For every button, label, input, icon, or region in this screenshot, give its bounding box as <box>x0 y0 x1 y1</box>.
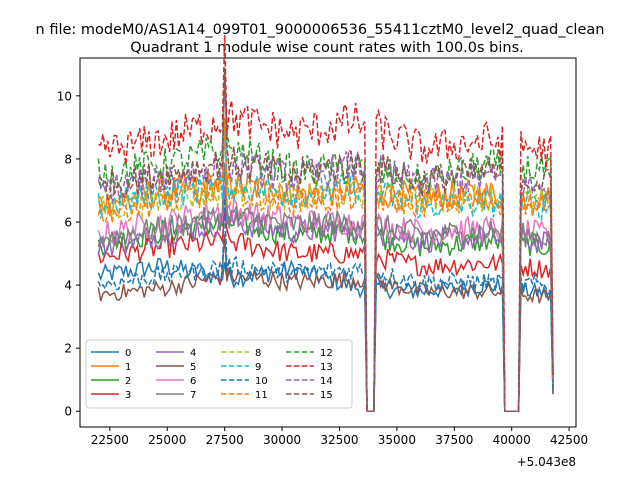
y-tick-label: 6 <box>64 216 72 230</box>
legend-label-2: 2 <box>125 376 131 387</box>
series-line-7 <box>97 163 554 412</box>
legend-label-0: 0 <box>125 348 131 359</box>
series-line-0 <box>97 257 554 412</box>
plot-area: 22500 25000 27500 30000 32500 35000 37500 40000… <box>57 34 588 469</box>
legend-label-13: 13 <box>320 362 333 373</box>
x-tick-label: 25000 <box>148 433 186 447</box>
y-axis-ticks: 0 2 4 6 8 10 <box>57 89 80 419</box>
legend-label-15: 15 <box>320 390 333 401</box>
legend-label-3: 3 <box>125 390 131 401</box>
y-tick-label: 0 <box>64 405 72 419</box>
series-line-14 <box>97 76 554 412</box>
legend-label-14: 14 <box>320 376 333 387</box>
x-tick-label: 32500 <box>320 433 358 447</box>
y-tick-label: 10 <box>57 89 72 103</box>
x-tick-label: 37500 <box>435 433 473 447</box>
legend-label-11: 11 <box>255 390 268 401</box>
axes-frame <box>79 57 577 428</box>
series-line-4 <box>97 185 554 412</box>
series-line-15 <box>98 68 554 412</box>
legend-label-5: 5 <box>190 362 196 373</box>
series-line-5 <box>97 234 554 412</box>
legend-label-1: 1 <box>125 362 131 373</box>
series-line-12 <box>97 71 554 412</box>
series-line-11 <box>97 117 554 412</box>
x-tick-label: 40000 <box>493 433 531 447</box>
series-line-10 <box>97 198 554 412</box>
suptitle: n file: modeM0/AS1A14_099T01_9000006536_… <box>36 22 605 38</box>
y-tick-label: 8 <box>64 152 72 166</box>
series-line-2 <box>97 196 554 412</box>
legend-label-9: 9 <box>255 362 261 373</box>
legend-label-6: 6 <box>190 376 196 387</box>
x-axis-ticks: 22500 25000 27500 30000 32500 35000 37500 40000… <box>91 427 588 447</box>
series-line-13 <box>98 34 554 412</box>
series-line-9 <box>97 121 554 412</box>
legend-label-12: 12 <box>320 348 333 359</box>
x-tick-label: 27500 <box>206 433 244 447</box>
series-line-3 <box>97 209 554 412</box>
chart-title: Quadrant 1 module wise count rates with … <box>130 40 524 56</box>
y-tick-label: 4 <box>64 279 72 293</box>
y-tick-label: 2 <box>64 342 72 356</box>
legend-label-7: 7 <box>190 390 196 401</box>
legend-label-4: 4 <box>190 348 196 359</box>
x-tick-label: 42500 <box>550 433 588 447</box>
legend-label-8: 8 <box>255 348 261 359</box>
x-tick-label: 35000 <box>378 433 416 447</box>
series-lines <box>97 34 554 412</box>
series-line-6 <box>97 162 554 412</box>
legend-label-10: 10 <box>255 376 268 387</box>
x-tick-label: 22500 <box>91 433 129 447</box>
x-offset-label: +5.043e8 <box>517 455 576 469</box>
x-tick-label: 30000 <box>263 433 301 447</box>
legend-box <box>85 339 353 409</box>
